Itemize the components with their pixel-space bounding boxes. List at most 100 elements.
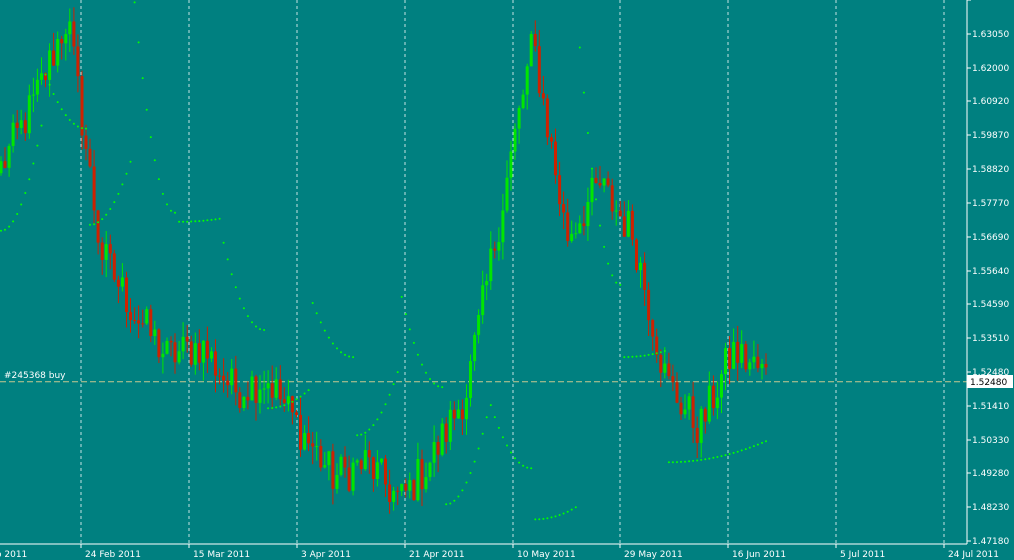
sar-dot xyxy=(554,515,557,518)
sar-dot xyxy=(501,436,504,439)
candle-body-up xyxy=(27,95,31,134)
candle-body-down xyxy=(52,50,56,66)
sar-dot xyxy=(578,46,581,49)
sar-dot xyxy=(615,281,618,284)
sar-dot xyxy=(477,447,480,450)
candle-body-up xyxy=(529,34,533,67)
candle-body-up xyxy=(145,309,149,324)
candle-body-down xyxy=(311,443,315,447)
candle-body-down xyxy=(371,457,375,479)
sar-dot xyxy=(360,433,363,436)
candle-body-down xyxy=(189,341,193,365)
candle-body-up xyxy=(626,210,630,237)
sar-dot xyxy=(619,283,622,286)
current-price-marker: 1.52480 xyxy=(967,375,1013,388)
sar-dot xyxy=(562,512,565,515)
candle-body-up xyxy=(327,451,331,466)
sar-dot xyxy=(97,221,100,224)
sar-dot xyxy=(307,389,310,392)
candle-body-down xyxy=(76,46,80,77)
candle-body-down xyxy=(651,320,655,337)
sar-dot xyxy=(473,460,476,463)
candle-body-up xyxy=(193,343,197,365)
sar-dot xyxy=(56,101,59,104)
sar-dot xyxy=(416,353,419,356)
sar-dot xyxy=(145,108,148,111)
time-tick-label: 16 Jun 2011 xyxy=(732,550,786,560)
candle-body-down xyxy=(622,216,626,237)
candle-body-down xyxy=(566,212,570,241)
candle-body-up xyxy=(392,490,396,502)
parabolic-sar-series xyxy=(0,1,767,521)
sar-dot xyxy=(465,481,468,484)
sar-dot xyxy=(400,295,403,298)
candle-body-down xyxy=(133,320,137,321)
candle-body-up xyxy=(448,409,452,442)
candle-body-down xyxy=(647,289,651,321)
candle-body-down xyxy=(141,323,145,325)
candle-body-up xyxy=(574,233,578,235)
candle-body-down xyxy=(618,210,622,217)
sar-dot xyxy=(655,352,658,355)
sar-dot xyxy=(591,167,593,170)
time-axis: 5 Feb 2011 24 Feb 2011 15 Mar 2011 3 Apr 20… xyxy=(0,544,999,560)
candle-body-down xyxy=(100,242,104,260)
sar-dot xyxy=(255,325,257,328)
candle-body-up xyxy=(424,477,428,490)
candle-body-down xyxy=(533,34,537,47)
sar-dot xyxy=(388,393,391,396)
sar-dot xyxy=(404,313,407,316)
sar-dot xyxy=(469,472,472,474)
sar-dot xyxy=(408,328,411,331)
candle-body-up xyxy=(740,344,744,363)
candle-body-down xyxy=(299,414,302,450)
sar-dot xyxy=(40,124,43,127)
candle-body-up xyxy=(720,374,723,398)
candle-body-up xyxy=(501,210,505,243)
sar-dot xyxy=(0,229,2,232)
sar-dot xyxy=(627,356,630,358)
sar-dot xyxy=(752,445,755,448)
candle-body-down xyxy=(367,450,371,458)
candle-body-up xyxy=(0,161,3,174)
sar-dot xyxy=(761,441,763,444)
candle-body-down xyxy=(92,166,96,211)
candle-body-up xyxy=(64,34,68,44)
candle-body-up xyxy=(428,462,432,477)
candle-body-up xyxy=(380,458,383,463)
sar-dot xyxy=(481,432,484,435)
sar-dot xyxy=(534,518,537,521)
candle-body-down xyxy=(149,309,153,336)
candle-body-down xyxy=(667,363,671,377)
candle-body-up xyxy=(40,73,43,80)
price-tick-label: 1.55640 xyxy=(972,267,1009,277)
candle-body-down xyxy=(137,320,141,324)
candle-body-down xyxy=(436,442,440,455)
sar-dot xyxy=(748,446,751,449)
sar-dot xyxy=(623,356,626,359)
sar-dot xyxy=(52,93,55,95)
candle-body-up xyxy=(748,362,752,370)
time-tick-label: 10 May 2011 xyxy=(517,550,576,560)
price-tick-label: 1.49280 xyxy=(972,469,1009,479)
sar-dot xyxy=(437,385,440,388)
sar-dot xyxy=(336,347,338,350)
sar-dot xyxy=(101,218,104,221)
candle-body-up xyxy=(485,281,489,286)
candle-body-down xyxy=(404,483,408,491)
candle-body-up xyxy=(35,79,39,95)
candle-body-down xyxy=(254,376,258,403)
candle-body-down xyxy=(444,423,448,442)
sar-dot xyxy=(732,451,735,454)
sar-dot xyxy=(295,398,298,401)
candle-body-up xyxy=(416,459,420,501)
sar-dot xyxy=(736,450,739,453)
sar-dot xyxy=(421,363,423,366)
candle-body-up xyxy=(525,66,529,95)
sar-dot xyxy=(530,467,533,470)
sar-dot xyxy=(113,201,116,204)
candle-body-down xyxy=(412,480,416,501)
candle-body-up xyxy=(614,210,618,212)
sar-dot xyxy=(396,371,399,374)
